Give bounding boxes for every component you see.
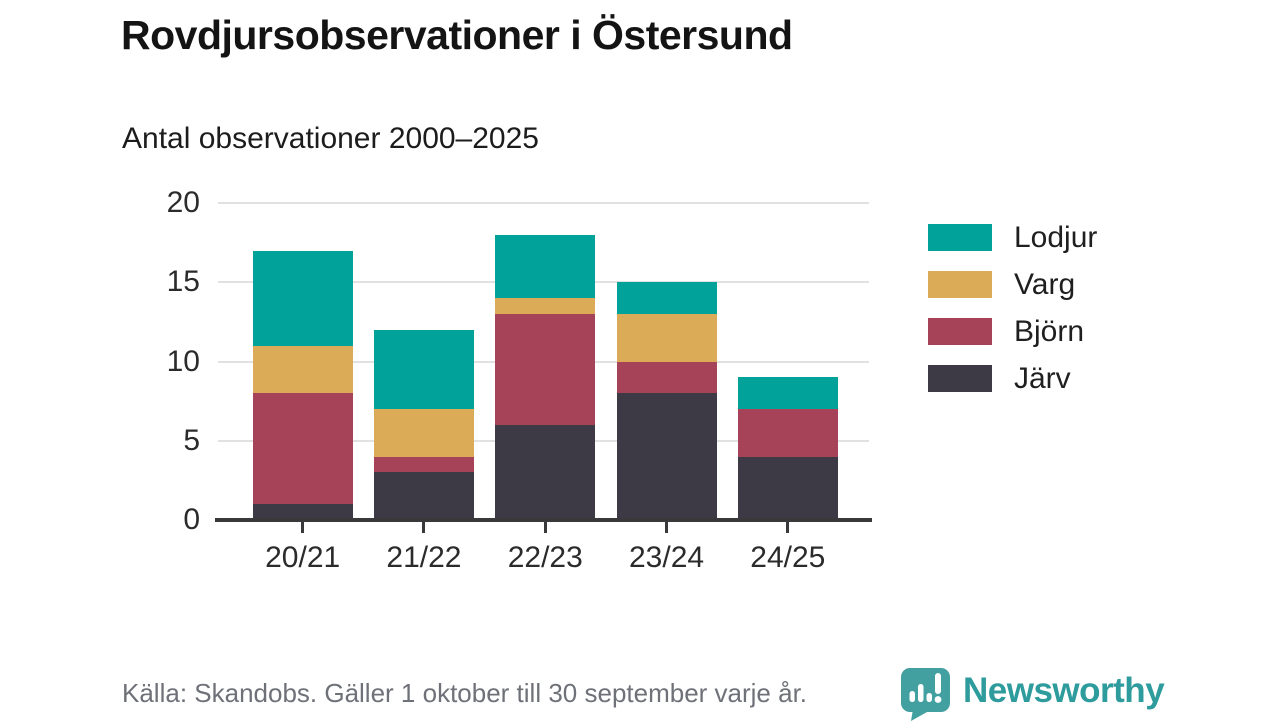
bar-segment-20/21-Lodjur <box>252 250 353 346</box>
x-tick-mark <box>422 522 426 533</box>
source-note: Källa: Skandobs. Gäller 1 oktober till 3… <box>122 678 808 708</box>
legend-label-Lodjur: Lodjur <box>1014 220 1098 254</box>
newsworthy-logo-icon <box>897 665 953 726</box>
legend-item-Lodjur: Lodjur <box>928 220 1098 254</box>
y-tick-label-0: 0 <box>183 503 200 536</box>
legend-swatch-Järv <box>928 365 992 392</box>
bar-segment-21/22-Järv <box>373 472 474 520</box>
bar-segment-23/24-Järv <box>616 393 717 520</box>
legend-item-Björn: Björn <box>928 314 1097 348</box>
bar-segment-24/25-Björn <box>737 409 838 457</box>
y-tick-label-20: 20 <box>166 186 200 219</box>
stacked-bar-23/24 <box>616 282 717 520</box>
x-axis-line <box>215 518 872 522</box>
bar-segment-20/21-Järv <box>252 504 353 520</box>
x-tick-mark <box>786 522 790 533</box>
bar-segment-21/22-Lodjur <box>373 329 474 410</box>
legend-label-Björn: Björn <box>1014 314 1085 348</box>
bar-segment-20/21-Varg <box>252 345 353 394</box>
page-title: Rovdjursobservationer i Östersund <box>121 12 793 58</box>
legend-swatch-Lodjur <box>928 224 992 251</box>
legend-label-Varg: Varg <box>1014 267 1076 301</box>
bar-segment-24/25-Lodjur <box>737 377 838 410</box>
plot-area <box>218 202 869 520</box>
bar-segment-21/22-Varg <box>373 409 474 457</box>
bar-segment-22/23-Björn <box>495 313 596 425</box>
stacked-bar-24/25 <box>737 377 838 520</box>
stacked-bar-22/23 <box>495 234 596 520</box>
legend-item-Järv: Järv <box>928 361 1097 395</box>
x-tick-mark <box>665 522 669 533</box>
x-tick-mark <box>543 522 547 533</box>
bar-segment-22/23-Varg <box>495 298 596 314</box>
bar-slot-23/24 <box>606 203 727 520</box>
x-tick-21/22 <box>363 522 484 534</box>
x-tick-label-24/25: 24/25 <box>750 541 826 574</box>
x-tick-mark <box>301 522 305 533</box>
stacked-bar-20/21 <box>252 250 353 520</box>
legend-swatch-Varg <box>928 271 992 298</box>
bar-segment-24/25-Järv <box>737 456 838 520</box>
x-tick-22/23 <box>485 522 606 534</box>
chart-subtitle: Antal observationer 2000–2025 <box>122 122 539 155</box>
x-tick-label-23/24: 23/24 <box>629 541 705 574</box>
bar-segment-23/24-Varg <box>616 313 717 362</box>
x-tick-24/25 <box>727 522 848 534</box>
bar-segment-23/24-Björn <box>616 361 717 394</box>
x-axis-ticks <box>218 522 869 534</box>
gridline-20 <box>218 202 869 204</box>
x-tick-label-21/22: 21/22 <box>386 541 462 574</box>
bar-segment-20/21-Björn <box>252 393 353 505</box>
bar-slot-20/21 <box>242 203 363 520</box>
bars-container <box>218 203 869 520</box>
brand-name: Newsworthy <box>963 671 1165 710</box>
bar-segment-21/22-Björn <box>373 456 474 473</box>
bar-segment-22/23-Lodjur <box>495 234 596 299</box>
y-axis: 0 5 10 15 20 <box>100 186 200 536</box>
brand-footer: Newsworthy <box>897 665 1165 726</box>
x-axis-labels: 20/21 21/22 22/23 23/24 24/25 <box>218 538 869 578</box>
legend: Lodjur Varg Björn Järv <box>928 220 1098 412</box>
bar-slot-22/23 <box>485 203 606 520</box>
bar-segment-23/24-Lodjur <box>616 282 717 314</box>
x-tick-23/24 <box>606 522 727 534</box>
x-tick-label-22/23: 22/23 <box>507 541 583 574</box>
bar-slot-21/22 <box>363 203 484 520</box>
y-tick-label-15: 15 <box>166 265 200 299</box>
legend-swatch-Björn <box>928 318 992 345</box>
bar-slot-24/25 <box>727 203 848 520</box>
x-tick-label-20/21: 20/21 <box>265 541 341 574</box>
bar-segment-22/23-Järv <box>495 424 596 520</box>
y-tick-label-5: 5 <box>183 423 200 457</box>
stacked-bar-21/22 <box>373 329 474 520</box>
legend-item-Varg: Varg <box>928 267 1097 301</box>
legend-label-Järv: Järv <box>1014 361 1071 395</box>
y-tick-label-10: 10 <box>166 344 200 378</box>
x-tick-20/21 <box>242 522 363 534</box>
